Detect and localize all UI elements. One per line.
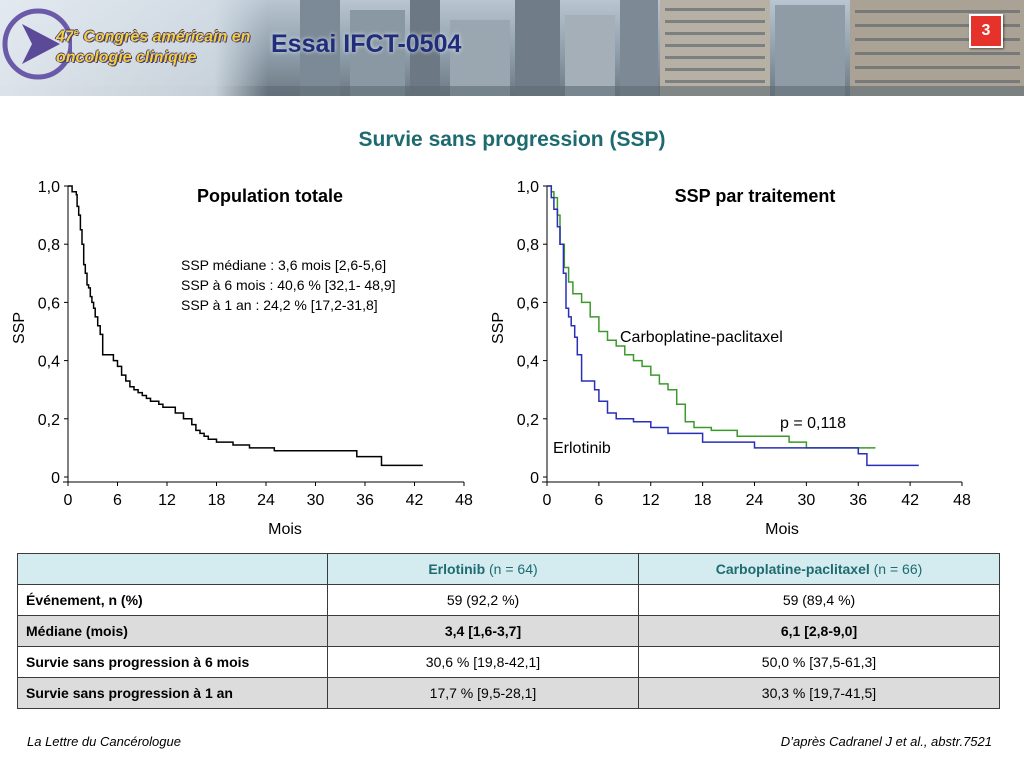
footer-citation: D’après Cadranel J et al., abstr.7521: [780, 734, 992, 749]
x-tick-label: 24: [257, 492, 275, 509]
congress-logo-icon: [2, 8, 72, 80]
x-tick-label: 24: [746, 492, 764, 509]
congress-name: 47e Congrès américain en oncologie clini…: [56, 27, 251, 67]
curve-carboplatine-paclitaxel: [547, 185, 876, 449]
x-tick-label: 12: [642, 492, 660, 509]
annotation-6-months: SSP à 6 mois : 40,6 % [32,1- 48,9]: [181, 277, 396, 293]
x-tick-label: 48: [455, 492, 473, 509]
y-tick-label: 0,8: [517, 237, 539, 254]
x-tick-label: 0: [64, 492, 73, 509]
x-axis-label: Mois: [268, 521, 302, 538]
table-cell: 6,1 [2,8-9,0]: [638, 615, 1000, 647]
x-tick-label: 36: [356, 492, 374, 509]
x-tick-label: 18: [208, 492, 226, 509]
header-banner: 47e Congrès américain en oncologie clini…: [0, 0, 1024, 96]
x-tick-label: 0: [543, 492, 552, 509]
header-carboplatine-paclitaxel: Carboplatine-paclitaxel (n = 66): [638, 553, 1000, 585]
header-empty: [17, 553, 328, 585]
results-table: Erlotinib (n = 64) Carboplatine-paclitax…: [17, 553, 1000, 709]
table-row: Médiane (mois) 3,4 [1,6-3,7] 6,1 [2,8-9,…: [17, 615, 1000, 647]
y-tick-label: 0: [51, 470, 60, 487]
y-tick-label: 0,2: [38, 412, 60, 429]
row-label: Survie sans progression à 6 mois: [17, 646, 328, 678]
table-row: Survie sans progression à 6 mois 30,6 % …: [17, 646, 1000, 678]
x-tick-label: 12: [158, 492, 176, 509]
footer-source: La Lettre du Cancérologue: [27, 734, 181, 749]
y-tick-label: 1,0: [38, 179, 60, 196]
table-cell: 17,7 % [9,5-28,1]: [327, 677, 639, 709]
table-cell: 50,0 % [37,5-61,3]: [638, 646, 1000, 678]
y-tick-label: 1,0: [517, 179, 539, 196]
row-label: Événement, n (%): [17, 584, 328, 616]
curve-erlotinib: [547, 185, 919, 467]
table-row: Événement, n (%) 59 (92,2 %) 59 (89,4 %): [17, 584, 1000, 616]
y-tick-label: 0,8: [38, 237, 60, 254]
p-value: p = 0,118: [780, 415, 846, 432]
x-tick-label: 18: [694, 492, 712, 509]
y-axis-label: SSP: [11, 312, 28, 344]
y-tick-label: 0,4: [517, 354, 539, 371]
table-cell: 59 (92,2 %): [327, 584, 639, 616]
annotation-median: SSP médiane : 3,6 mois [2,6-5,6]: [181, 257, 386, 273]
row-label: Survie sans progression à 1 an: [17, 677, 328, 709]
chart-axes: 0 0,2 0,4 0,6 0,8 1,0 0 6 12 18 24 30 36 42 48: [38, 179, 473, 509]
chart-axes: 0 0,2 0,4 0,6 0,8 1,0 0 6 12 18 24 30 36 42 48: [517, 179, 971, 509]
row-label: Médiane (mois): [17, 615, 328, 647]
label-carboplatine-paclitaxel: Carboplatine-paclitaxel: [620, 329, 783, 346]
survival-charts: Population totale 0 0,2 0,4 0,6 0,8 1,0 0 6 12 18…: [11, 179, 971, 538]
survival-curves: [68, 185, 423, 467]
x-tick-label: 36: [849, 492, 867, 509]
annotation-1-year: SSP à 1 an : 24,2 % [17,2-31,8]: [181, 297, 378, 313]
y-axis-label: SSP: [490, 312, 507, 344]
page-number-badge: 3: [969, 14, 1003, 48]
label-erlotinib: Erlotinib: [553, 440, 611, 457]
survival-curves: [547, 185, 919, 467]
chart-title: Population totale: [197, 186, 343, 206]
x-tick-label: 48: [953, 492, 971, 509]
x-axis-label: Mois: [765, 521, 799, 538]
table-cell: 59 (89,4 %): [638, 584, 1000, 616]
chart-title: SSP par traitement: [675, 186, 836, 206]
y-tick-label: 0,6: [38, 295, 60, 312]
table-cell: 30,3 % [19,7-41,5]: [638, 677, 1000, 709]
y-tick-label: 0,4: [38, 354, 60, 371]
y-tick-label: 0,2: [517, 412, 539, 429]
table-cell: 30,6 % [19,8-42,1]: [327, 646, 639, 678]
x-tick-label: 30: [307, 492, 325, 509]
x-tick-label: 30: [797, 492, 815, 509]
slide-title: Essai IFCT-0504: [271, 30, 462, 58]
table-row: Survie sans progression à 1 an 17,7 % [9…: [17, 677, 1000, 709]
y-tick-label: 0: [530, 470, 539, 487]
y-tick-label: 0,6: [517, 295, 539, 312]
header-erlotinib: Erlotinib (n = 64): [327, 553, 639, 585]
x-tick-label: 6: [113, 492, 122, 509]
section-title: Survie sans progression (SSP): [358, 128, 666, 151]
x-tick-label: 42: [901, 492, 919, 509]
chart-population-totale: Population totale 0 0,2 0,4 0,6 0,8 1,0 0 6 12 18…: [11, 179, 473, 538]
table-cell: 3,4 [1,6-3,7]: [327, 615, 639, 647]
chart-ssp-par-traitement: SSP par traitement 0 0,2 0,4 0,6 0,8 1,0 0 6 12 1…: [490, 179, 971, 538]
x-tick-label: 42: [406, 492, 424, 509]
city-skyline-photo: [0, 0, 1024, 96]
x-tick-label: 6: [594, 492, 603, 509]
curve-total: [68, 185, 423, 467]
table-header-row: Erlotinib (n = 64) Carboplatine-paclitax…: [17, 553, 1000, 585]
